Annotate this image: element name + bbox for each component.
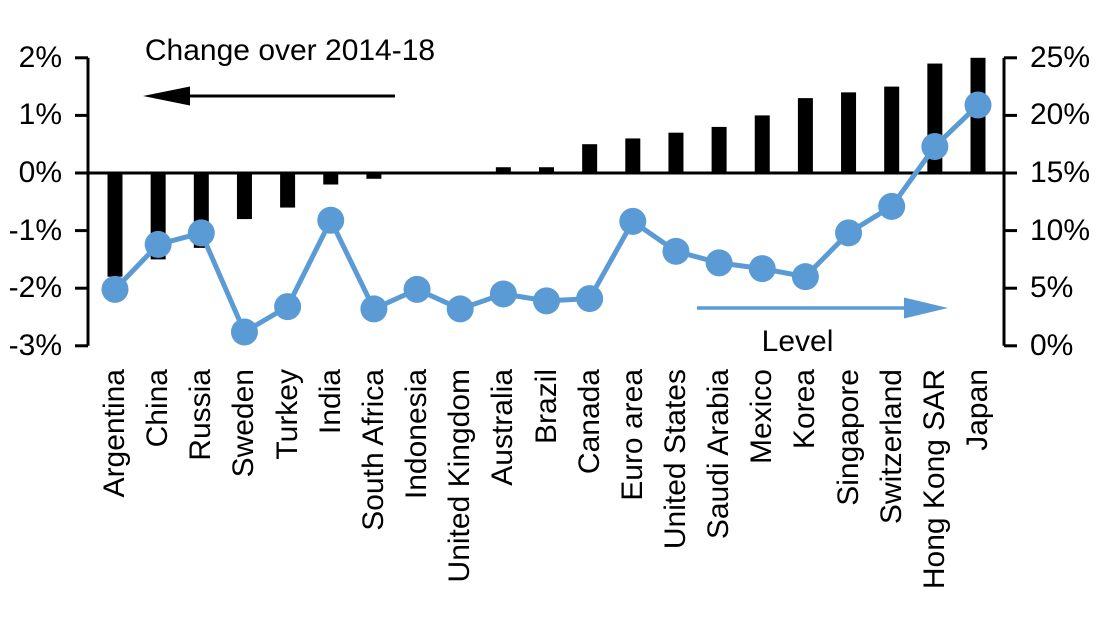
category-label-china: China [141,369,175,448]
level-dot-australia [489,280,517,308]
category-label-singapore: Singapore [831,369,865,506]
bar-south-africa [366,173,382,179]
bar-korea [797,98,813,173]
bar-argentina [107,173,123,277]
bar-brazil [539,167,554,173]
left-axis-tick-label: 2% [18,40,62,74]
level-dot-russia [187,219,215,247]
category-label-brazil: Brazil [529,369,563,445]
category-label-saudi-arabia: Saudi Arabia [702,369,736,540]
category-label-turkey: Turkey [270,369,304,460]
level-dot-china [144,230,172,258]
level-dot-switzerland [878,192,906,220]
level-dot-canada [576,285,604,313]
level-dot-mexico [748,255,776,283]
level-dot-argentina [101,275,129,303]
level-dot-japan [964,91,992,119]
bar-united-states [668,132,684,173]
left-axis-tick-label: 0% [18,156,62,189]
bar-turkey [280,173,296,208]
category-label-south-africa: South Africa [356,369,390,531]
level-dot-indonesia [403,275,431,303]
category-label-united-states: United States [658,369,692,550]
level-dot-india [317,206,345,234]
bar-singapore [841,92,857,173]
bar-series-annotation: Change over 2014-18 [144,34,436,67]
level-dot-south-africa [360,295,388,323]
right-axis-tick-label: 10% [1030,213,1091,247]
category-label-sweden: Sweden [227,369,261,478]
level-dot-singapore [835,219,863,247]
right-arrow-head-icon [904,297,948,319]
left-arrow-head-icon [143,86,190,106]
left-axis-tick-label: -1% [8,213,62,247]
category-label-india: India [313,369,347,435]
left-axis-tick-label: 1% [18,98,62,132]
category-label-indonesia: Indonesia [400,369,434,500]
category-label-canada: Canada [572,369,606,475]
level-dot-united-kingdom [446,295,474,323]
category-label-japan: Japan [961,369,994,451]
bar-saudi-arabia [711,126,727,173]
category-label-united-kingdom: United Kingdom [443,369,477,583]
right-axis-tick-label: 25% [1030,40,1091,74]
level-dot-sweden [230,318,258,346]
left-axis-tick-label: -2% [8,271,62,305]
right-axis-tick-label: 15% [1030,156,1091,189]
level-dot-saudi-arabia [705,249,733,277]
category-label-mexico: Mexico [745,369,779,465]
category-label-switzerland: Switzerland [874,369,908,525]
right-axis-tick-label: 0% [1030,328,1074,362]
bar-sweden [236,173,252,220]
bar-switzerland [884,86,900,173]
level-dot-hong-kong-sar [921,133,949,161]
level-dot-korea [791,263,819,291]
level-dot-united-states [662,237,690,265]
bar-india [323,173,339,185]
bar-australia [495,167,511,173]
line-series-annotation: Level [761,325,834,358]
right-axis-tick-label: 20% [1030,98,1091,132]
bar-mexico [754,115,770,173]
right-axis-tick-label: 5% [1030,271,1074,305]
bar-canada [582,144,598,173]
level-dot-euro-area [619,207,647,235]
category-label-euro-area: Euro area [615,369,649,501]
category-label-australia: Australia [486,369,520,486]
level-dot-turkey [274,293,302,321]
category-label-korea: Korea [788,369,822,450]
category-label-hong-kong-sar: Hong Kong SAR [917,369,951,590]
level-dot-brazil [533,287,560,315]
category-label-argentina: Argentina [98,369,131,498]
left-axis-tick-label: -3% [8,328,62,362]
bar-euro-area [625,138,641,173]
category-label-russia: Russia [184,369,218,461]
